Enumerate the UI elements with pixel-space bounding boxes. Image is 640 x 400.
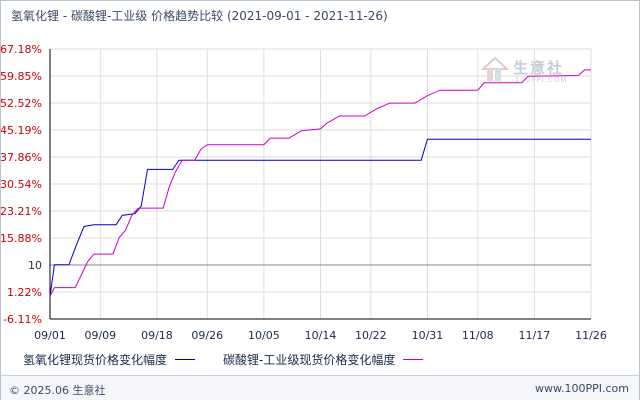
x-tick-label: 11/26 — [575, 329, 607, 342]
chart-title: 氢氧化锂 - 碳酸锂-工业级 价格趋势比较 (2021-09-01 - 2021… — [11, 7, 388, 24]
y-tick-label: 45.19% — [1, 124, 42, 137]
legend-item-series2: 碳酸锂-工业级现货价格变化幅度 — [223, 351, 424, 368]
x-tick-label: 10/05 — [248, 329, 280, 342]
legend-swatch-series2 — [403, 359, 424, 360]
y-tick-label: 10 — [28, 259, 42, 272]
y-tick-label: 1.22% — [7, 286, 42, 299]
series-line-2 — [49, 69, 591, 297]
x-tick-label: 09/09 — [84, 329, 116, 342]
y-tick-label: 23.21% — [1, 205, 42, 218]
legend-label-series2: 碳酸锂-工业级现货价格变化幅度 — [223, 353, 396, 367]
y-tick-label: -6.11% — [3, 313, 42, 326]
legend-item-series1: 氢氧化锂现货价格变化幅度 — [23, 351, 196, 368]
y-tick-label: 30.54% — [1, 178, 42, 191]
y-tick-label: 59.85% — [1, 70, 42, 83]
y-tick-label: 37.86% — [1, 151, 42, 164]
chart-title-text: 氢氧化锂 - 碳酸锂-工业级 价格趋势比较 — [11, 9, 224, 23]
chart-legend: 氢氧化锂现货价格变化幅度 碳酸锂-工业级现货价格变化幅度 — [23, 351, 451, 368]
chart-date-range: (2021-09-01 - 2021-11-26) — [226, 9, 388, 23]
house-logo-icon — [480, 56, 510, 81]
legend-label-series1: 氢氧化锂现货价格变化幅度 — [23, 353, 168, 367]
x-tick-label: 11/17 — [519, 329, 551, 342]
x-tick-label: 10/31 — [412, 329, 444, 342]
footer-bar: © 2025.06 生意社 www.100PPI.com — [1, 375, 639, 400]
footer-copyright: © 2025.06 生意社 — [9, 384, 106, 397]
legend-swatch-series1 — [175, 359, 196, 360]
y-tick-label: 15.88% — [1, 232, 42, 245]
watermark-subtext: 100PPI.COM — [515, 76, 568, 84]
x-tick-label: 11/08 — [462, 329, 494, 342]
y-tick-label: 67.18% — [1, 43, 42, 56]
footer-url[interactable]: www.100PPI.com — [535, 382, 629, 395]
series-line-1 — [49, 138, 591, 297]
x-tick-label: 09/01 — [34, 329, 66, 342]
x-tick-label: 09/26 — [191, 329, 223, 342]
watermark-text: 生意社 — [513, 59, 565, 77]
line-chart: 67.18% 59.85% 52.52% 45.19% 37.86% 30.54% 23.2… — [1, 43, 607, 342]
x-tick-label: 09/18 — [141, 329, 173, 342]
x-tick-label: 10/14 — [305, 329, 337, 342]
watermark-logo: 生意社 100PPI.COM — [479, 55, 589, 89]
y-tick-label: 52.52% — [1, 97, 42, 110]
x-tick-label: 10/22 — [355, 329, 387, 342]
